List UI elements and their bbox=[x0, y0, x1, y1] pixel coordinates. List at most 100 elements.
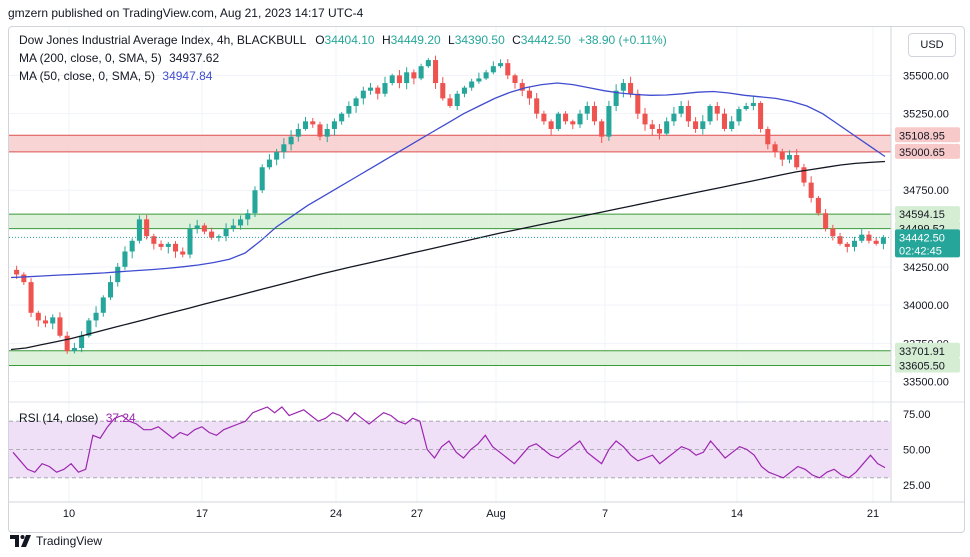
time-tick-label: 17 bbox=[196, 508, 208, 520]
ohlc-high: 34449.20 bbox=[390, 33, 441, 47]
candle-body bbox=[266, 159, 272, 168]
candle bbox=[548, 119, 554, 136]
candle-body bbox=[346, 106, 352, 114]
candle-body bbox=[440, 83, 446, 99]
candle-body bbox=[187, 228, 193, 255]
candle-body bbox=[505, 63, 511, 76]
candle bbox=[642, 107, 648, 131]
candle-body bbox=[649, 124, 655, 129]
candle bbox=[483, 69, 489, 80]
price-tick-label: 35250.00 bbox=[903, 109, 949, 121]
candle bbox=[555, 111, 561, 131]
candle-body bbox=[490, 66, 496, 73]
candle bbox=[801, 163, 807, 187]
candle bbox=[252, 186, 258, 218]
candle bbox=[64, 331, 70, 354]
price-label-box bbox=[895, 206, 960, 222]
candle-body bbox=[476, 78, 482, 82]
candle-body bbox=[238, 219, 244, 226]
candle bbox=[93, 306, 99, 328]
candle bbox=[729, 116, 735, 132]
candle bbox=[375, 85, 381, 100]
candle bbox=[303, 116, 309, 131]
ma200-label: MA (200, close, 0, SMA, 5) bbox=[19, 51, 162, 65]
candle-body bbox=[880, 237, 886, 244]
candle bbox=[656, 124, 662, 140]
candle bbox=[664, 117, 670, 136]
candle bbox=[570, 119, 576, 130]
candle bbox=[42, 315, 49, 328]
candle bbox=[238, 215, 244, 230]
zone-mid bbox=[9, 214, 891, 229]
candle-body bbox=[180, 251, 186, 255]
rsi-value: 37.24 bbox=[105, 411, 136, 425]
candle-body bbox=[570, 121, 576, 125]
candle bbox=[425, 58, 431, 68]
candle bbox=[693, 117, 699, 133]
candle bbox=[295, 123, 301, 142]
candle bbox=[418, 63, 424, 81]
symbol-title: Dow Jones Industrial Average Index, 4h, … bbox=[19, 33, 306, 47]
candle bbox=[107, 275, 114, 300]
time-tick-label: 14 bbox=[731, 508, 743, 520]
rsi-line bbox=[12, 406, 886, 479]
candles bbox=[14, 55, 886, 354]
zone-resistance bbox=[9, 135, 891, 152]
candle bbox=[454, 90, 460, 111]
candle-body bbox=[548, 121, 554, 129]
candle-body bbox=[512, 75, 518, 84]
candle-body bbox=[396, 75, 402, 84]
chart-frame[interactable]: 35500.0035250.0035000.0034750.0034500.00… bbox=[8, 26, 965, 533]
ma50-label: MA (50, close, 0, SMA, 5) bbox=[19, 69, 156, 83]
candle bbox=[216, 234, 222, 242]
candle bbox=[404, 67, 410, 90]
currency-button[interactable]: USD bbox=[908, 33, 956, 57]
candle bbox=[851, 236, 858, 252]
ohlc-l-label: L bbox=[448, 33, 455, 47]
candle-body bbox=[382, 83, 388, 94]
price-label-support: 33605.50 bbox=[899, 361, 945, 373]
candle bbox=[721, 108, 728, 132]
candle-body bbox=[252, 190, 258, 214]
legend-ma200-row: MA (200, close, 0, SMA, 5) 34937.62 bbox=[19, 51, 219, 65]
price-label-box bbox=[895, 357, 960, 373]
candle bbox=[613, 84, 619, 112]
candle bbox=[209, 227, 215, 240]
rsi-tick-label: 50.00 bbox=[903, 445, 931, 457]
candle bbox=[498, 59, 504, 69]
candle bbox=[526, 87, 532, 105]
price-label-box bbox=[895, 229, 960, 258]
legend-ma50-row: MA (50, close, 0, SMA, 5) 34947.84 bbox=[19, 69, 212, 83]
candle bbox=[750, 96, 756, 111]
candle bbox=[577, 109, 583, 128]
tradingview-brand[interactable]: TradingView bbox=[10, 534, 102, 548]
candle bbox=[808, 176, 814, 203]
candle-body bbox=[107, 282, 114, 298]
candle-body bbox=[303, 121, 309, 129]
candle bbox=[368, 82, 374, 95]
candle bbox=[714, 101, 720, 121]
candle bbox=[346, 101, 352, 118]
candle bbox=[440, 76, 446, 101]
candle bbox=[469, 78, 475, 91]
candle bbox=[447, 94, 453, 108]
candle bbox=[201, 223, 207, 235]
chart-canvas[interactable]: 35500.0035250.0035000.0034750.0034500.00… bbox=[9, 27, 964, 532]
candle bbox=[758, 101, 764, 133]
candle bbox=[433, 55, 439, 90]
candle-body bbox=[194, 225, 200, 229]
candle bbox=[151, 233, 157, 250]
candle bbox=[671, 106, 677, 126]
ma50-line bbox=[10, 82, 886, 279]
candle bbox=[28, 278, 34, 318]
candle-body bbox=[331, 121, 337, 129]
candle-body bbox=[129, 240, 135, 252]
price-label-box bbox=[895, 127, 960, 143]
legend-rsi-row: RSI (14, close) 37.24 bbox=[19, 411, 136, 425]
candle bbox=[794, 149, 800, 170]
candle bbox=[837, 232, 843, 246]
price-label-resistance: 35000.65 bbox=[899, 147, 945, 159]
candle-body bbox=[454, 93, 460, 107]
candle bbox=[360, 86, 366, 105]
candle-body bbox=[642, 113, 648, 125]
